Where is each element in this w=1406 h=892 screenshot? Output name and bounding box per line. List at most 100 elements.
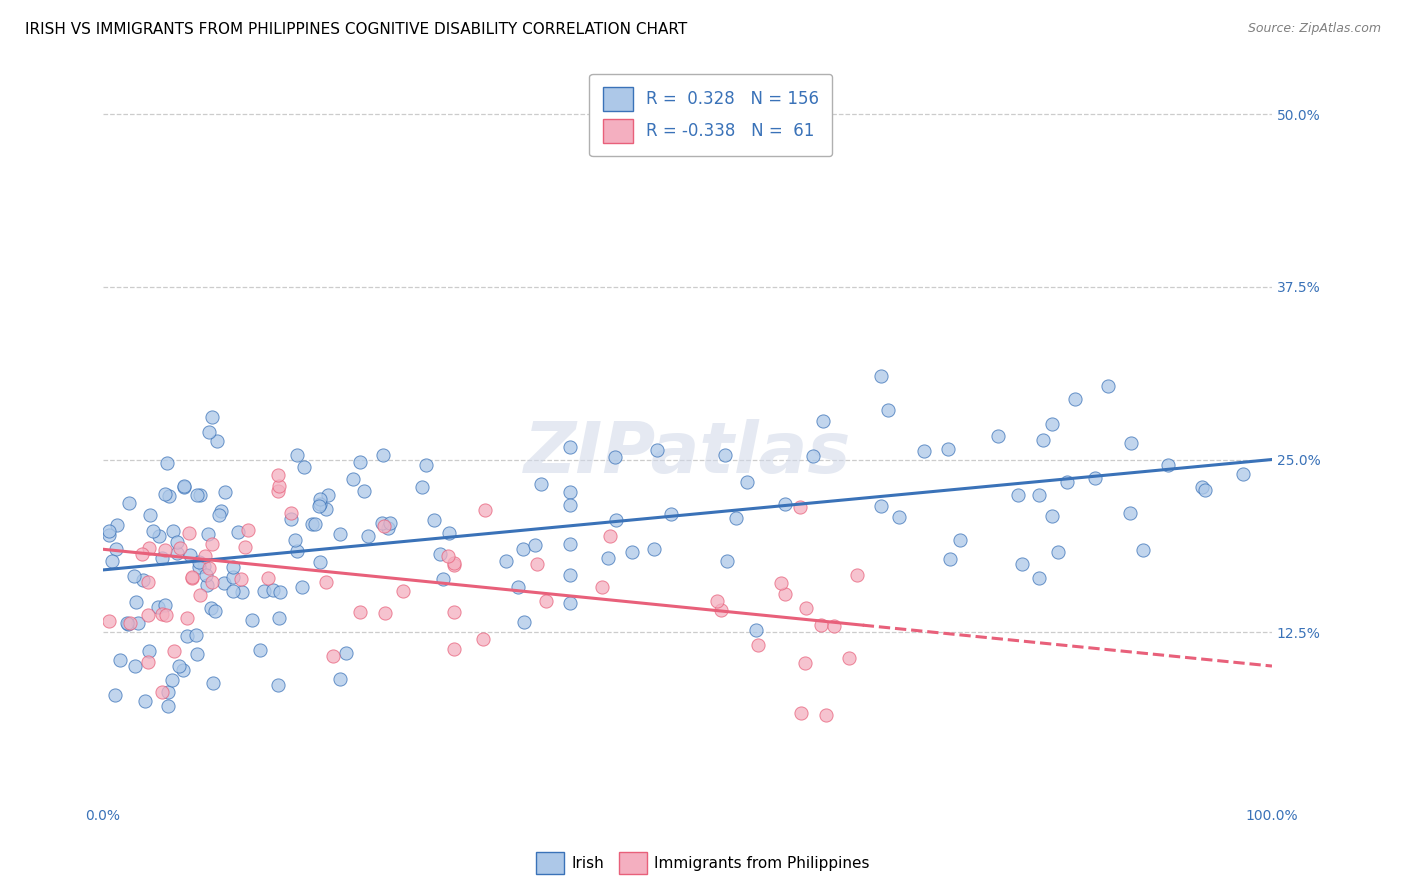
Point xyxy=(1064,392,1087,406)
Point xyxy=(124,568,146,582)
Point xyxy=(437,549,460,564)
Point xyxy=(335,646,357,660)
Point xyxy=(195,578,218,592)
Point xyxy=(240,613,263,627)
Point xyxy=(166,546,188,560)
Point xyxy=(142,524,165,538)
Point xyxy=(1046,544,1069,558)
Point xyxy=(560,485,582,500)
Point xyxy=(204,604,226,618)
Point xyxy=(357,529,380,543)
Point xyxy=(194,549,217,564)
Point xyxy=(117,616,139,631)
Point xyxy=(193,558,215,573)
Point xyxy=(596,551,619,566)
Point xyxy=(155,608,177,623)
Point xyxy=(789,500,811,514)
Point xyxy=(214,484,236,499)
Point xyxy=(560,440,582,454)
Point xyxy=(188,588,211,602)
Point xyxy=(221,559,243,574)
Point xyxy=(197,527,219,541)
Point xyxy=(524,538,547,552)
Point xyxy=(117,617,139,632)
Point xyxy=(1028,571,1050,585)
Point xyxy=(1040,417,1063,431)
Point xyxy=(560,498,582,512)
Point xyxy=(534,593,557,607)
Point xyxy=(117,496,139,510)
Point xyxy=(870,499,893,513)
Point xyxy=(157,489,180,503)
Point xyxy=(329,527,352,541)
Point xyxy=(186,647,208,661)
Point xyxy=(1028,488,1050,502)
Point xyxy=(309,491,332,506)
Point xyxy=(101,554,124,568)
Point xyxy=(495,554,517,568)
Point xyxy=(179,526,201,541)
Point xyxy=(291,580,314,594)
Point xyxy=(200,574,222,589)
Point xyxy=(936,442,959,457)
Point xyxy=(912,443,935,458)
Point xyxy=(747,638,769,652)
Point xyxy=(153,598,176,612)
Point xyxy=(104,688,127,702)
Text: ZIPatlas: ZIPatlas xyxy=(523,419,851,488)
Point xyxy=(124,659,146,673)
Point xyxy=(136,574,159,589)
Point xyxy=(181,571,204,585)
Point xyxy=(292,459,315,474)
Point xyxy=(262,583,284,598)
Point xyxy=(745,623,768,637)
Point xyxy=(790,706,813,720)
Point xyxy=(104,542,127,557)
Point xyxy=(605,450,627,464)
Point xyxy=(349,455,371,469)
Point xyxy=(472,632,495,646)
Point xyxy=(257,571,280,585)
Point xyxy=(186,488,208,502)
Point xyxy=(716,554,738,568)
Point xyxy=(1119,435,1142,450)
Point xyxy=(188,560,211,574)
Point xyxy=(845,567,868,582)
Point xyxy=(134,694,156,708)
Point xyxy=(280,506,302,520)
Point xyxy=(560,567,582,582)
Point xyxy=(160,673,183,687)
Point xyxy=(233,540,256,554)
Point xyxy=(1191,480,1213,494)
Point xyxy=(713,448,735,462)
Point xyxy=(153,542,176,557)
Point xyxy=(202,676,225,690)
Point xyxy=(599,529,621,543)
Point xyxy=(422,513,444,527)
Point xyxy=(148,529,170,543)
Point xyxy=(508,580,530,594)
Point xyxy=(811,414,834,428)
Point xyxy=(136,655,159,669)
Point xyxy=(231,585,253,599)
Point xyxy=(269,611,291,625)
Point xyxy=(136,607,159,622)
Point xyxy=(169,541,191,555)
Point xyxy=(266,483,288,498)
Point xyxy=(308,499,330,513)
Point xyxy=(285,543,308,558)
Point xyxy=(1232,467,1254,481)
Point xyxy=(411,480,433,494)
Point xyxy=(838,650,860,665)
Point xyxy=(645,443,668,458)
Point xyxy=(443,642,465,657)
Point xyxy=(1084,470,1107,484)
Point xyxy=(150,685,173,699)
Point xyxy=(643,541,665,556)
Point xyxy=(889,509,911,524)
Point xyxy=(315,501,337,516)
Point xyxy=(823,619,845,633)
Point xyxy=(166,534,188,549)
Point xyxy=(659,507,682,521)
Point xyxy=(794,601,817,615)
